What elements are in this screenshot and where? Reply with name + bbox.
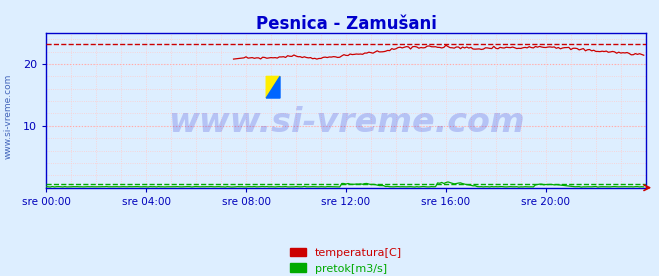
Title: Pesnica - Zamušani: Pesnica - Zamušani [256,15,436,33]
Text: www.si-vreme.com: www.si-vreme.com [3,73,13,159]
Legend: temperatura[C], pretok[m3/s]: temperatura[C], pretok[m3/s] [285,243,407,276]
Polygon shape [266,76,280,98]
Text: www.si-vreme.com: www.si-vreme.com [167,106,525,139]
Polygon shape [266,76,280,98]
